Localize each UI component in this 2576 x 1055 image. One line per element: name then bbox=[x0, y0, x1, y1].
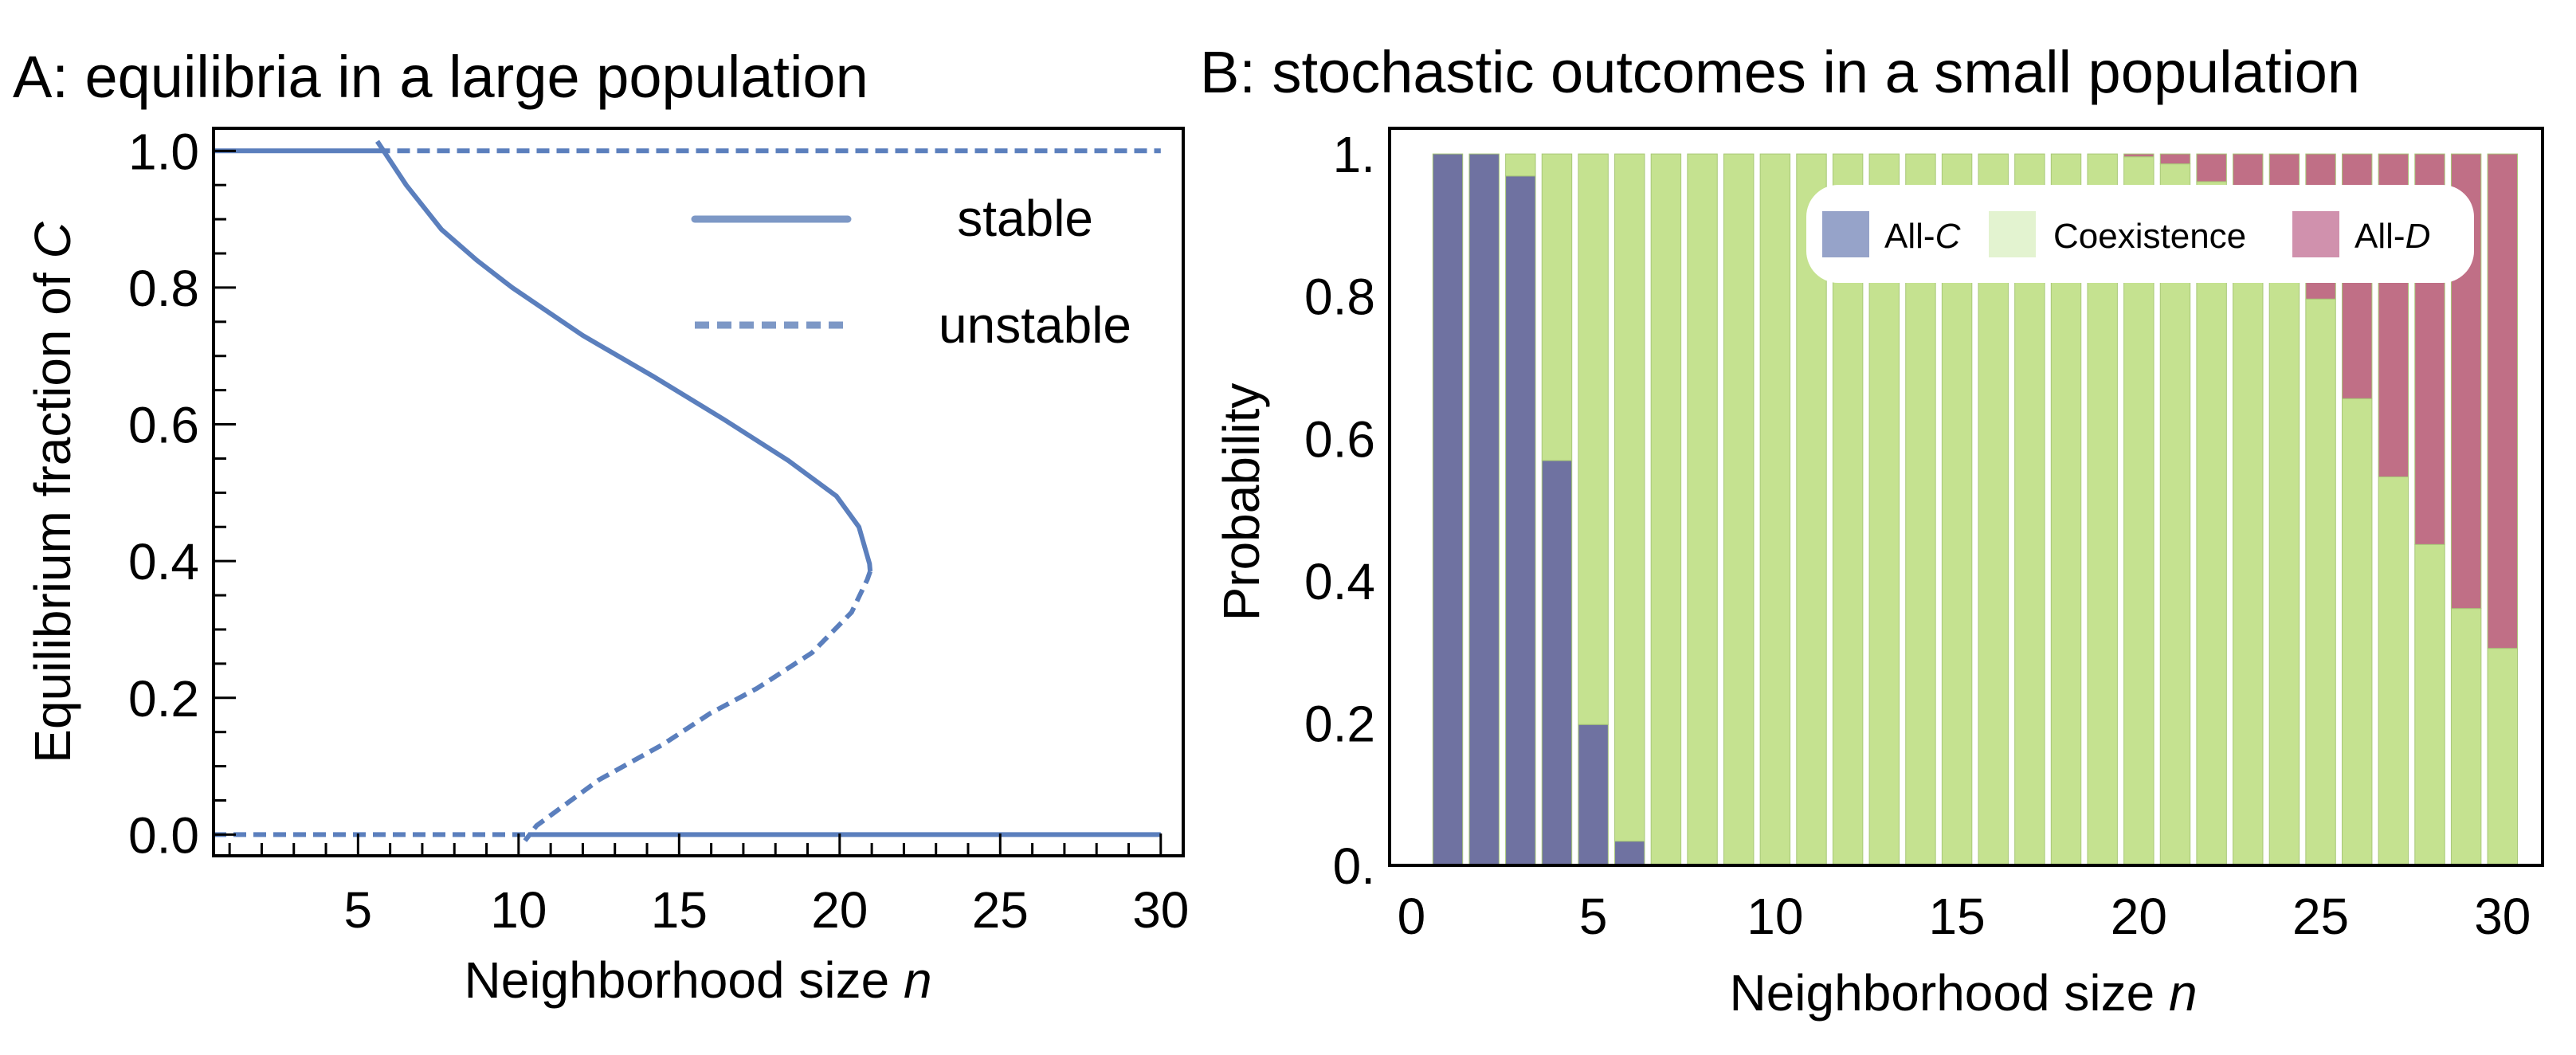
y-tick-label: 0.4 bbox=[128, 533, 199, 590]
panel-b-ticks: 0 5 10 15 20 25 30 0. 0.2 0.4 0.6 0.8 1. bbox=[1304, 126, 2531, 945]
bar-coexistence-n23 bbox=[2233, 230, 2264, 866]
bar-all-c-n3 bbox=[1505, 175, 1536, 866]
panel-a-title: A: equilibria in a large population bbox=[13, 44, 868, 110]
bar-all-c-n2 bbox=[1468, 153, 1500, 866]
legend-all-c-swatch bbox=[1822, 211, 1869, 257]
x-tick-label: 10 bbox=[490, 881, 547, 939]
y-tick-label: 0.0 bbox=[128, 806, 199, 864]
legend-unstable-label: unstable bbox=[939, 296, 1131, 354]
y-tick-label: 1.0 bbox=[128, 123, 199, 180]
bar-all-d-n22 bbox=[2196, 153, 2227, 182]
bar-coexistence-n26 bbox=[2341, 398, 2373, 866]
x-tick-label: 5 bbox=[1579, 888, 1608, 945]
legend-box bbox=[1806, 185, 2474, 283]
bar-coexistence-n3 bbox=[1505, 153, 1536, 177]
panel-a-x-axis-label: Neighborhood size n bbox=[464, 951, 931, 1009]
y-tick-label: 0.2 bbox=[128, 670, 199, 728]
x-tick-label: 15 bbox=[651, 881, 708, 939]
panel-b: B: stochastic outcomes in a small popula… bbox=[1200, 39, 2544, 1022]
bar-all-c-n5 bbox=[1578, 724, 1609, 866]
panel-b-frame bbox=[1388, 127, 2544, 867]
y-tick-label: 0.8 bbox=[1304, 269, 1375, 326]
bar-coexistence-n7 bbox=[1650, 153, 1682, 866]
legend-coexistence-swatch bbox=[1989, 211, 2036, 257]
x-tick-label: 30 bbox=[1132, 881, 1189, 939]
x-tick-label: 20 bbox=[811, 881, 868, 939]
bar-coexistence-n30 bbox=[2487, 648, 2519, 866]
bar-all-d-n30 bbox=[2487, 153, 2519, 649]
bar-coexistence-n24 bbox=[2268, 251, 2300, 866]
y-tick-label: 0.8 bbox=[128, 260, 199, 317]
panel-a-ticks: 5 10 15 20 25 30 0.0 0.2 0.4 0.6 0.8 1.0 bbox=[128, 123, 1189, 939]
y-tick-label: 1. bbox=[1333, 126, 1375, 183]
legend-all-d-label: All-D bbox=[2354, 217, 2430, 256]
y-tick-label: 0.6 bbox=[128, 397, 199, 454]
legend-coexistence-label: Coexistence bbox=[2053, 217, 2246, 256]
legend-stable-label: stable bbox=[957, 190, 1093, 247]
legend-all-d-swatch bbox=[2292, 211, 2339, 257]
bar-coexistence-n28 bbox=[2414, 543, 2445, 866]
bar-coexistence-n8 bbox=[1687, 153, 1718, 866]
bar-coexistence-n29 bbox=[2450, 608, 2482, 866]
y-tick-label: 0.6 bbox=[1304, 410, 1375, 468]
panel-b-plot-area bbox=[1432, 153, 2519, 866]
bar-all-d-n20 bbox=[2123, 153, 2155, 158]
legend-all-c-label: All-C bbox=[1884, 217, 1962, 256]
y-tick-label: 0. bbox=[1333, 837, 1375, 895]
y-tick-label: 0.4 bbox=[1304, 553, 1375, 610]
bar-all-c-n4 bbox=[1541, 460, 1573, 866]
bar-coexistence-n22 bbox=[2196, 181, 2227, 866]
y-tick-label: 0.2 bbox=[1304, 695, 1375, 752]
bar-coexistence-n27 bbox=[2378, 477, 2409, 866]
panel-b-y-axis-label: Probability bbox=[1213, 383, 1270, 622]
bar-coexistence-n6 bbox=[1614, 153, 1645, 842]
x-tick-label: 20 bbox=[2111, 888, 2167, 945]
panel-a: A: equilibria in a large population 5 10 1… bbox=[13, 44, 1189, 1009]
bar-all-d-n21 bbox=[2159, 153, 2191, 165]
x-tick-label: 10 bbox=[1747, 888, 1803, 945]
equilibrium-curve-stable-2 bbox=[374, 139, 873, 572]
bar-all-c-n1 bbox=[1432, 153, 1464, 866]
bar-coexistence-n10 bbox=[1759, 153, 1791, 866]
equilibrium-curve-unstable-3 bbox=[523, 571, 872, 842]
x-tick-label: 15 bbox=[1928, 888, 1985, 945]
bar-coexistence-n9 bbox=[1723, 153, 1755, 866]
panel-a-plot-area bbox=[214, 139, 1161, 842]
panel-a-y-axis-label: Equilibrium fraction of C bbox=[24, 222, 81, 763]
x-tick-label: 25 bbox=[972, 881, 1029, 939]
x-tick-label: 0 bbox=[1398, 888, 1426, 945]
bar-coexistence-n5 bbox=[1578, 153, 1609, 725]
x-tick-label: 25 bbox=[2292, 888, 2349, 945]
panel-b-legend: All-C Coexistence All-D bbox=[1806, 185, 2474, 283]
bar-coexistence-n4 bbox=[1541, 153, 1573, 461]
panel-a-legend: stable unstable bbox=[691, 190, 1131, 354]
panel-b-x-axis-label: Neighborhood size n bbox=[1729, 964, 2197, 1022]
x-tick-label: 30 bbox=[2474, 888, 2531, 945]
bar-all-c-n6 bbox=[1614, 841, 1645, 866]
bar-coexistence-n25 bbox=[2305, 298, 2336, 866]
x-tick-label: 5 bbox=[344, 881, 373, 939]
panel-b-title: B: stochastic outcomes in a small popula… bbox=[1200, 39, 2360, 105]
